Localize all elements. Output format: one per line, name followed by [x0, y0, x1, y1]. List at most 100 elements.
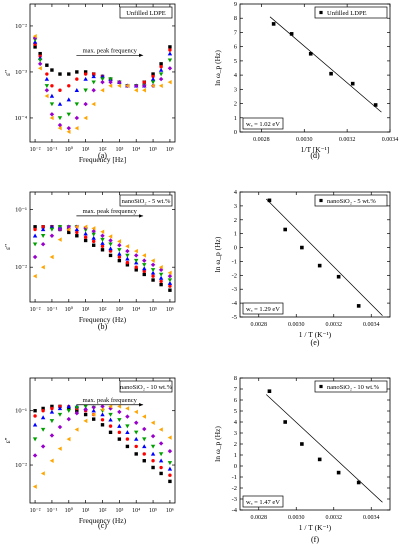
- data-point: [57, 125, 62, 131]
- data-point: [32, 453, 38, 458]
- data-point: [142, 437, 147, 442]
- data-point: [108, 79, 113, 85]
- data-point: [125, 83, 130, 89]
- data-point: [117, 239, 122, 244]
- x-tick-label: 0.0030: [296, 137, 313, 143]
- x-axis-label: 1/T [K⁻¹]: [301, 145, 330, 154]
- data-point: [125, 424, 130, 429]
- data-point: [125, 437, 130, 441]
- data-point: [117, 423, 122, 428]
- data-point: [100, 237, 105, 242]
- y-tick-label: 5: [234, 408, 237, 415]
- data-point: [57, 406, 63, 411]
- data-point: [117, 251, 122, 256]
- chart-panel-d: 0.0028 0.0030 0.0032 0.0034 0 1 2 3 4 5 6 7 8 9 1/T [K…: [213, 1, 398, 160]
- data-point: [91, 243, 96, 247]
- data-point: [75, 77, 79, 81]
- data-point: [142, 414, 146, 419]
- data-point: [74, 88, 80, 92]
- data-point: [49, 115, 54, 121]
- x-tick-label: 10³: [115, 508, 123, 514]
- data-point: [100, 412, 105, 417]
- data-point: [317, 263, 322, 268]
- data-point: [57, 446, 62, 451]
- arrow-head: [139, 403, 144, 407]
- data-point: [41, 409, 45, 413]
- y-tick-label: 0: [234, 245, 237, 252]
- data-point: [117, 248, 122, 253]
- annotation-label: wₐ = 1.47 eV: [246, 499, 280, 506]
- annotation-box: [242, 117, 284, 130]
- data-point: [57, 101, 63, 106]
- data-point: [83, 115, 88, 121]
- data-point: [158, 441, 164, 446]
- data-point: [32, 33, 37, 39]
- x-tick-label: 0.0034: [382, 137, 399, 143]
- data-point: [151, 72, 155, 76]
- data-point: [83, 72, 88, 76]
- x-tick-label: 0.0032: [326, 515, 343, 521]
- data-point: [91, 405, 96, 410]
- y-axis-label: ln ω_p (Hz): [213, 426, 222, 462]
- data-point: [100, 88, 105, 93]
- data-point: [49, 233, 55, 238]
- data-point: [32, 242, 38, 247]
- data-point: [66, 112, 71, 117]
- x-tick-label: 10²: [99, 307, 107, 313]
- x-tick-label: 10⁻²: [30, 307, 41, 313]
- y-tick-label: 4: [234, 419, 238, 426]
- data-point: [158, 267, 164, 273]
- data-point: [158, 67, 164, 72]
- data-point: [142, 269, 146, 273]
- data-point: [40, 415, 46, 420]
- data-point: [142, 263, 147, 268]
- data-point: [125, 244, 130, 249]
- y-tick-label: -3: [232, 286, 237, 293]
- data-point: [83, 101, 88, 107]
- x-tick-label: 10²: [99, 508, 107, 514]
- data-point: [167, 66, 173, 71]
- y-tick-label: 0: [234, 129, 237, 136]
- data-point: [50, 404, 54, 409]
- data-point: [83, 231, 88, 236]
- data-point: [151, 74, 155, 79]
- data-point: [134, 409, 138, 415]
- data-point: [91, 239, 96, 244]
- data-point: [158, 458, 164, 463]
- y-tick-label: 8: [234, 15, 237, 22]
- x-tick-label: 10⁴: [132, 307, 140, 313]
- data-point: [150, 76, 156, 81]
- data-point: [100, 79, 105, 85]
- data-point: [83, 418, 88, 424]
- y-tick-label: 9: [234, 1, 237, 8]
- y-tick-label: 8: [234, 375, 237, 382]
- annotation-label: max. peak frequency: [83, 397, 138, 404]
- legend-marker: [319, 384, 323, 389]
- data-point: [100, 418, 105, 422]
- data-point: [91, 412, 96, 417]
- data-point: [40, 241, 46, 247]
- data-point: [49, 458, 54, 463]
- plot-frame: [239, 3, 391, 133]
- x-tick-label: 10⁵: [149, 508, 157, 514]
- data-point: [271, 22, 276, 26]
- data-point: [125, 430, 130, 435]
- panel-label: (f): [311, 535, 319, 544]
- data-point: [150, 420, 155, 425]
- annotation-label: max. peak frequency: [83, 208, 138, 215]
- x-tick-label: 10⁵: [149, 147, 157, 153]
- data-point: [100, 244, 105, 248]
- data-point: [158, 76, 164, 82]
- panel-label: (c): [98, 521, 107, 530]
- data-point: [150, 262, 156, 268]
- data-point: [168, 473, 172, 477]
- chart-panel-a: 10⁻² 10⁻¹ 10⁰ 10¹ 10² 10³ 10⁴ 10⁵ 10⁶ 10⁻⁴ 10⁻³ 10⁻…: [3, 3, 176, 164]
- data-point: [142, 253, 146, 258]
- data-point: [167, 461, 173, 465]
- data-point: [67, 84, 71, 88]
- data-point: [134, 88, 138, 93]
- data-point: [58, 72, 62, 76]
- data-point: [150, 80, 156, 85]
- x-tick-label: 10⁴: [132, 147, 140, 153]
